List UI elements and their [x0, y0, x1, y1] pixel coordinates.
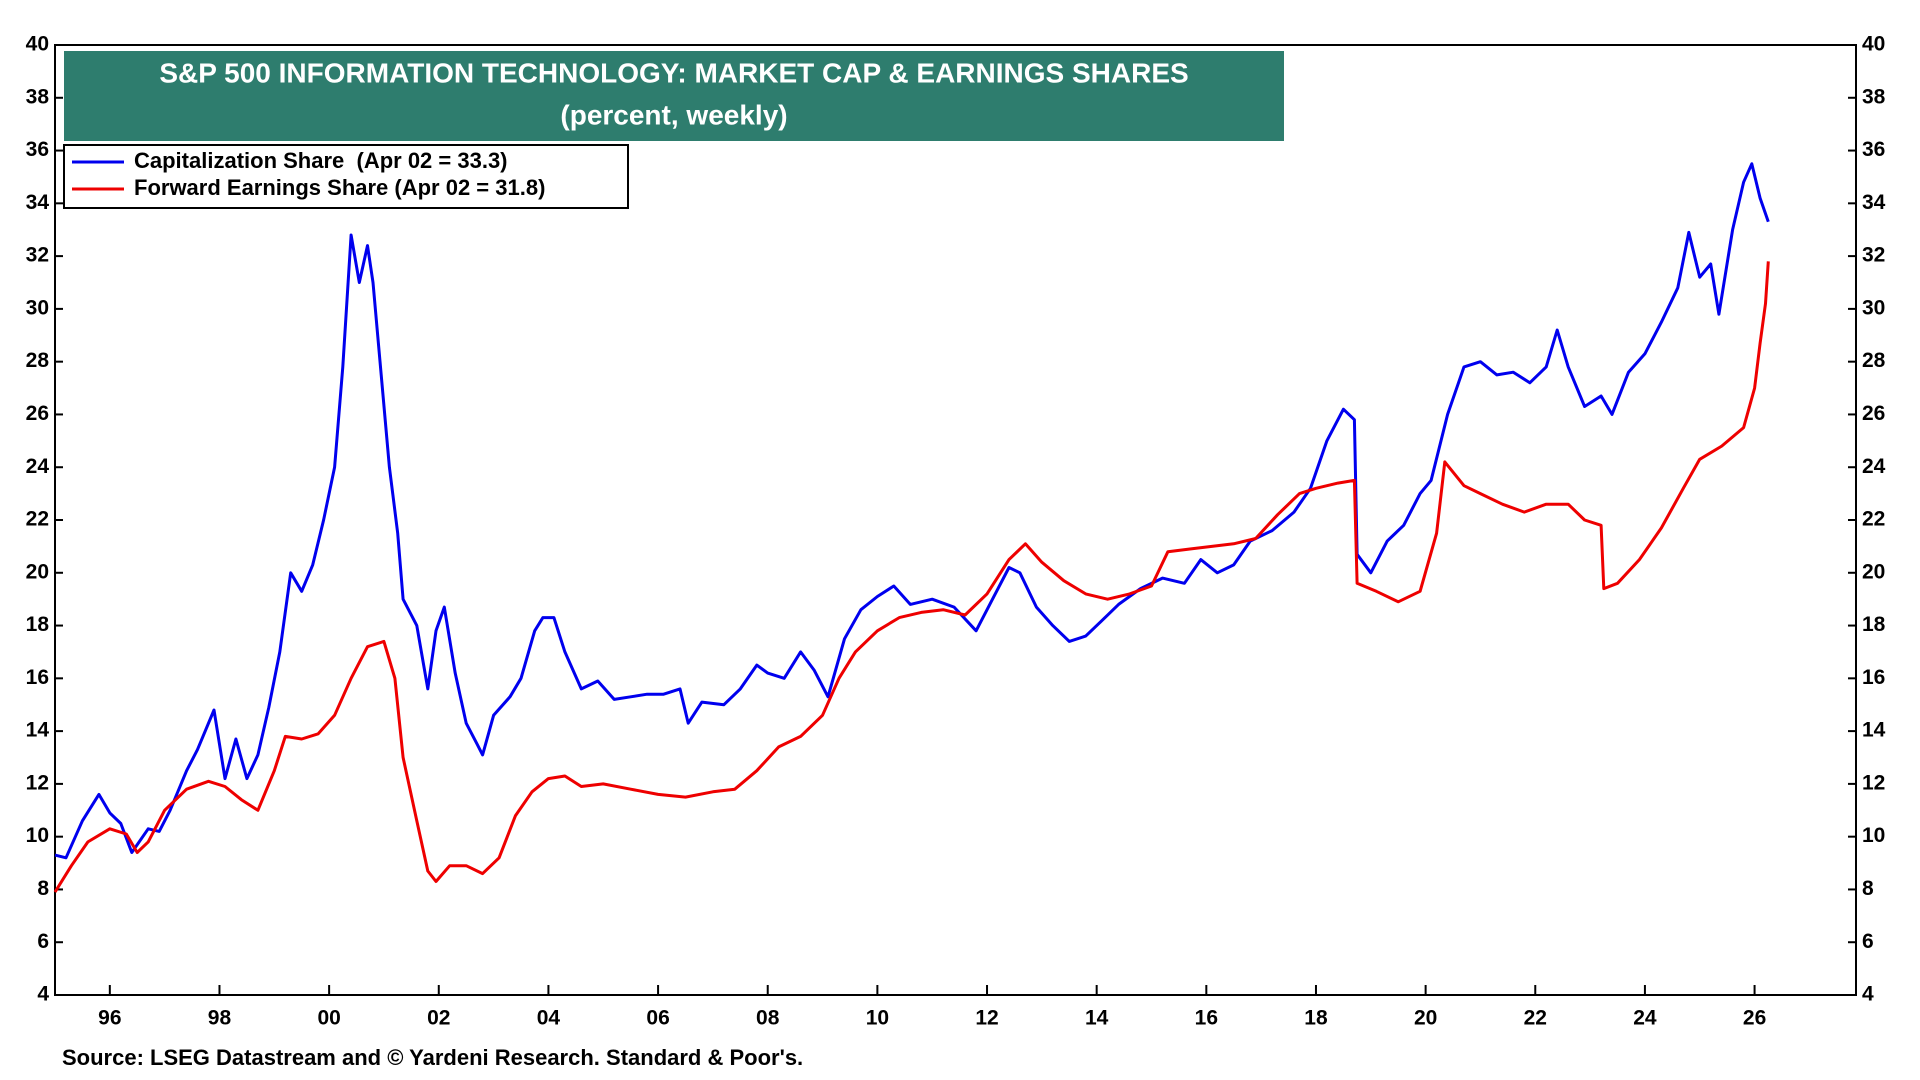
series-line — [54, 162, 1770, 860]
y2-tick-label: 38 — [1862, 85, 1886, 108]
y-tick-label: 20 — [26, 560, 49, 583]
x-tick-label: 08 — [756, 1007, 780, 1030]
y2-tick-label: 40 — [1862, 33, 1885, 56]
y2-tick-label: 8 — [1862, 877, 1874, 900]
y-tick-label: 16 — [26, 666, 49, 689]
chart-title: S&P 500 INFORMATION TECHNOLOGY: MARKET C… — [159, 57, 1188, 88]
x-tick-label: 06 — [646, 1007, 669, 1030]
y2-tick-label: 4 — [1862, 983, 1874, 1006]
x-tick-label: 24 — [1633, 1007, 1657, 1030]
x-tick-label: 04 — [537, 1007, 561, 1030]
legend-label: Forward Earnings Share (Apr 02 = 31.8) — [134, 175, 545, 200]
x-tick-label: 00 — [317, 1007, 340, 1030]
y2-tick-label: 30 — [1862, 296, 1885, 319]
x-tick-label: 26 — [1743, 1007, 1766, 1030]
y-tick-label: 24 — [26, 455, 50, 478]
y2-tick-label: 32 — [1862, 244, 1885, 267]
y-tick-label: 26 — [26, 402, 49, 425]
y2-tick-label: 36 — [1862, 138, 1885, 161]
y2-tick-label: 20 — [1862, 560, 1885, 583]
y2-tick-label: 28 — [1862, 349, 1886, 372]
y-tick-label: 36 — [26, 138, 49, 161]
axes: 4681012141618202224262830323436384046810… — [26, 33, 1886, 1030]
y-tick-label: 12 — [26, 771, 49, 794]
y2-tick-label: 16 — [1862, 666, 1885, 689]
y-tick-label: 28 — [26, 349, 50, 372]
title-box — [64, 51, 1284, 141]
y2-tick-label: 24 — [1862, 455, 1886, 478]
y-tick-label: 34 — [26, 191, 50, 214]
y2-tick-label: 12 — [1862, 771, 1885, 794]
x-tick-label: 18 — [1304, 1007, 1328, 1030]
x-tick-label: 96 — [98, 1007, 121, 1030]
y-tick-label: 38 — [26, 85, 50, 108]
y-tick-label: 10 — [26, 824, 49, 847]
y2-tick-label: 22 — [1862, 508, 1885, 531]
y-tick-label: 14 — [26, 719, 50, 742]
y-tick-label: 4 — [37, 983, 49, 1006]
source-note: Source: LSEG Datastream and © Yardeni Re… — [62, 1045, 803, 1070]
legend-box — [63, 144, 629, 209]
y2-tick-label: 18 — [1862, 613, 1886, 636]
y-tick-label: 18 — [26, 613, 50, 636]
y2-tick-label: 14 — [1862, 719, 1886, 742]
legend-label: Capitalization Share (Apr 02 = 33.3) — [134, 148, 508, 173]
y-tick-label: 30 — [26, 296, 49, 319]
series-line — [53, 261, 1770, 893]
lines — [53, 162, 1770, 893]
y-tick-label: 8 — [37, 877, 49, 900]
y-tick-label: 32 — [26, 244, 49, 267]
legend: Capitalization Share (Apr 02 = 33.3)Forw… — [72, 148, 545, 200]
y2-tick-label: 34 — [1862, 191, 1886, 214]
x-tick-label: 22 — [1524, 1007, 1547, 1030]
x-tick-label: 02 — [427, 1007, 450, 1030]
x-tick-label: 12 — [975, 1007, 998, 1030]
x-tick-label: 10 — [866, 1007, 889, 1030]
x-tick-label: 14 — [1085, 1007, 1109, 1030]
chart-subtitle: (percent, weekly) — [560, 99, 787, 130]
y2-tick-label: 26 — [1862, 402, 1885, 425]
x-tick-label: 98 — [208, 1007, 232, 1030]
y-tick-label: 6 — [37, 930, 49, 953]
y-tick-label: 40 — [26, 33, 49, 56]
y-tick-label: 22 — [26, 508, 49, 531]
x-tick-label: 16 — [1195, 1007, 1218, 1030]
x-tick-label: 20 — [1414, 1007, 1437, 1030]
y2-tick-label: 6 — [1862, 930, 1874, 953]
y2-tick-label: 10 — [1862, 824, 1885, 847]
